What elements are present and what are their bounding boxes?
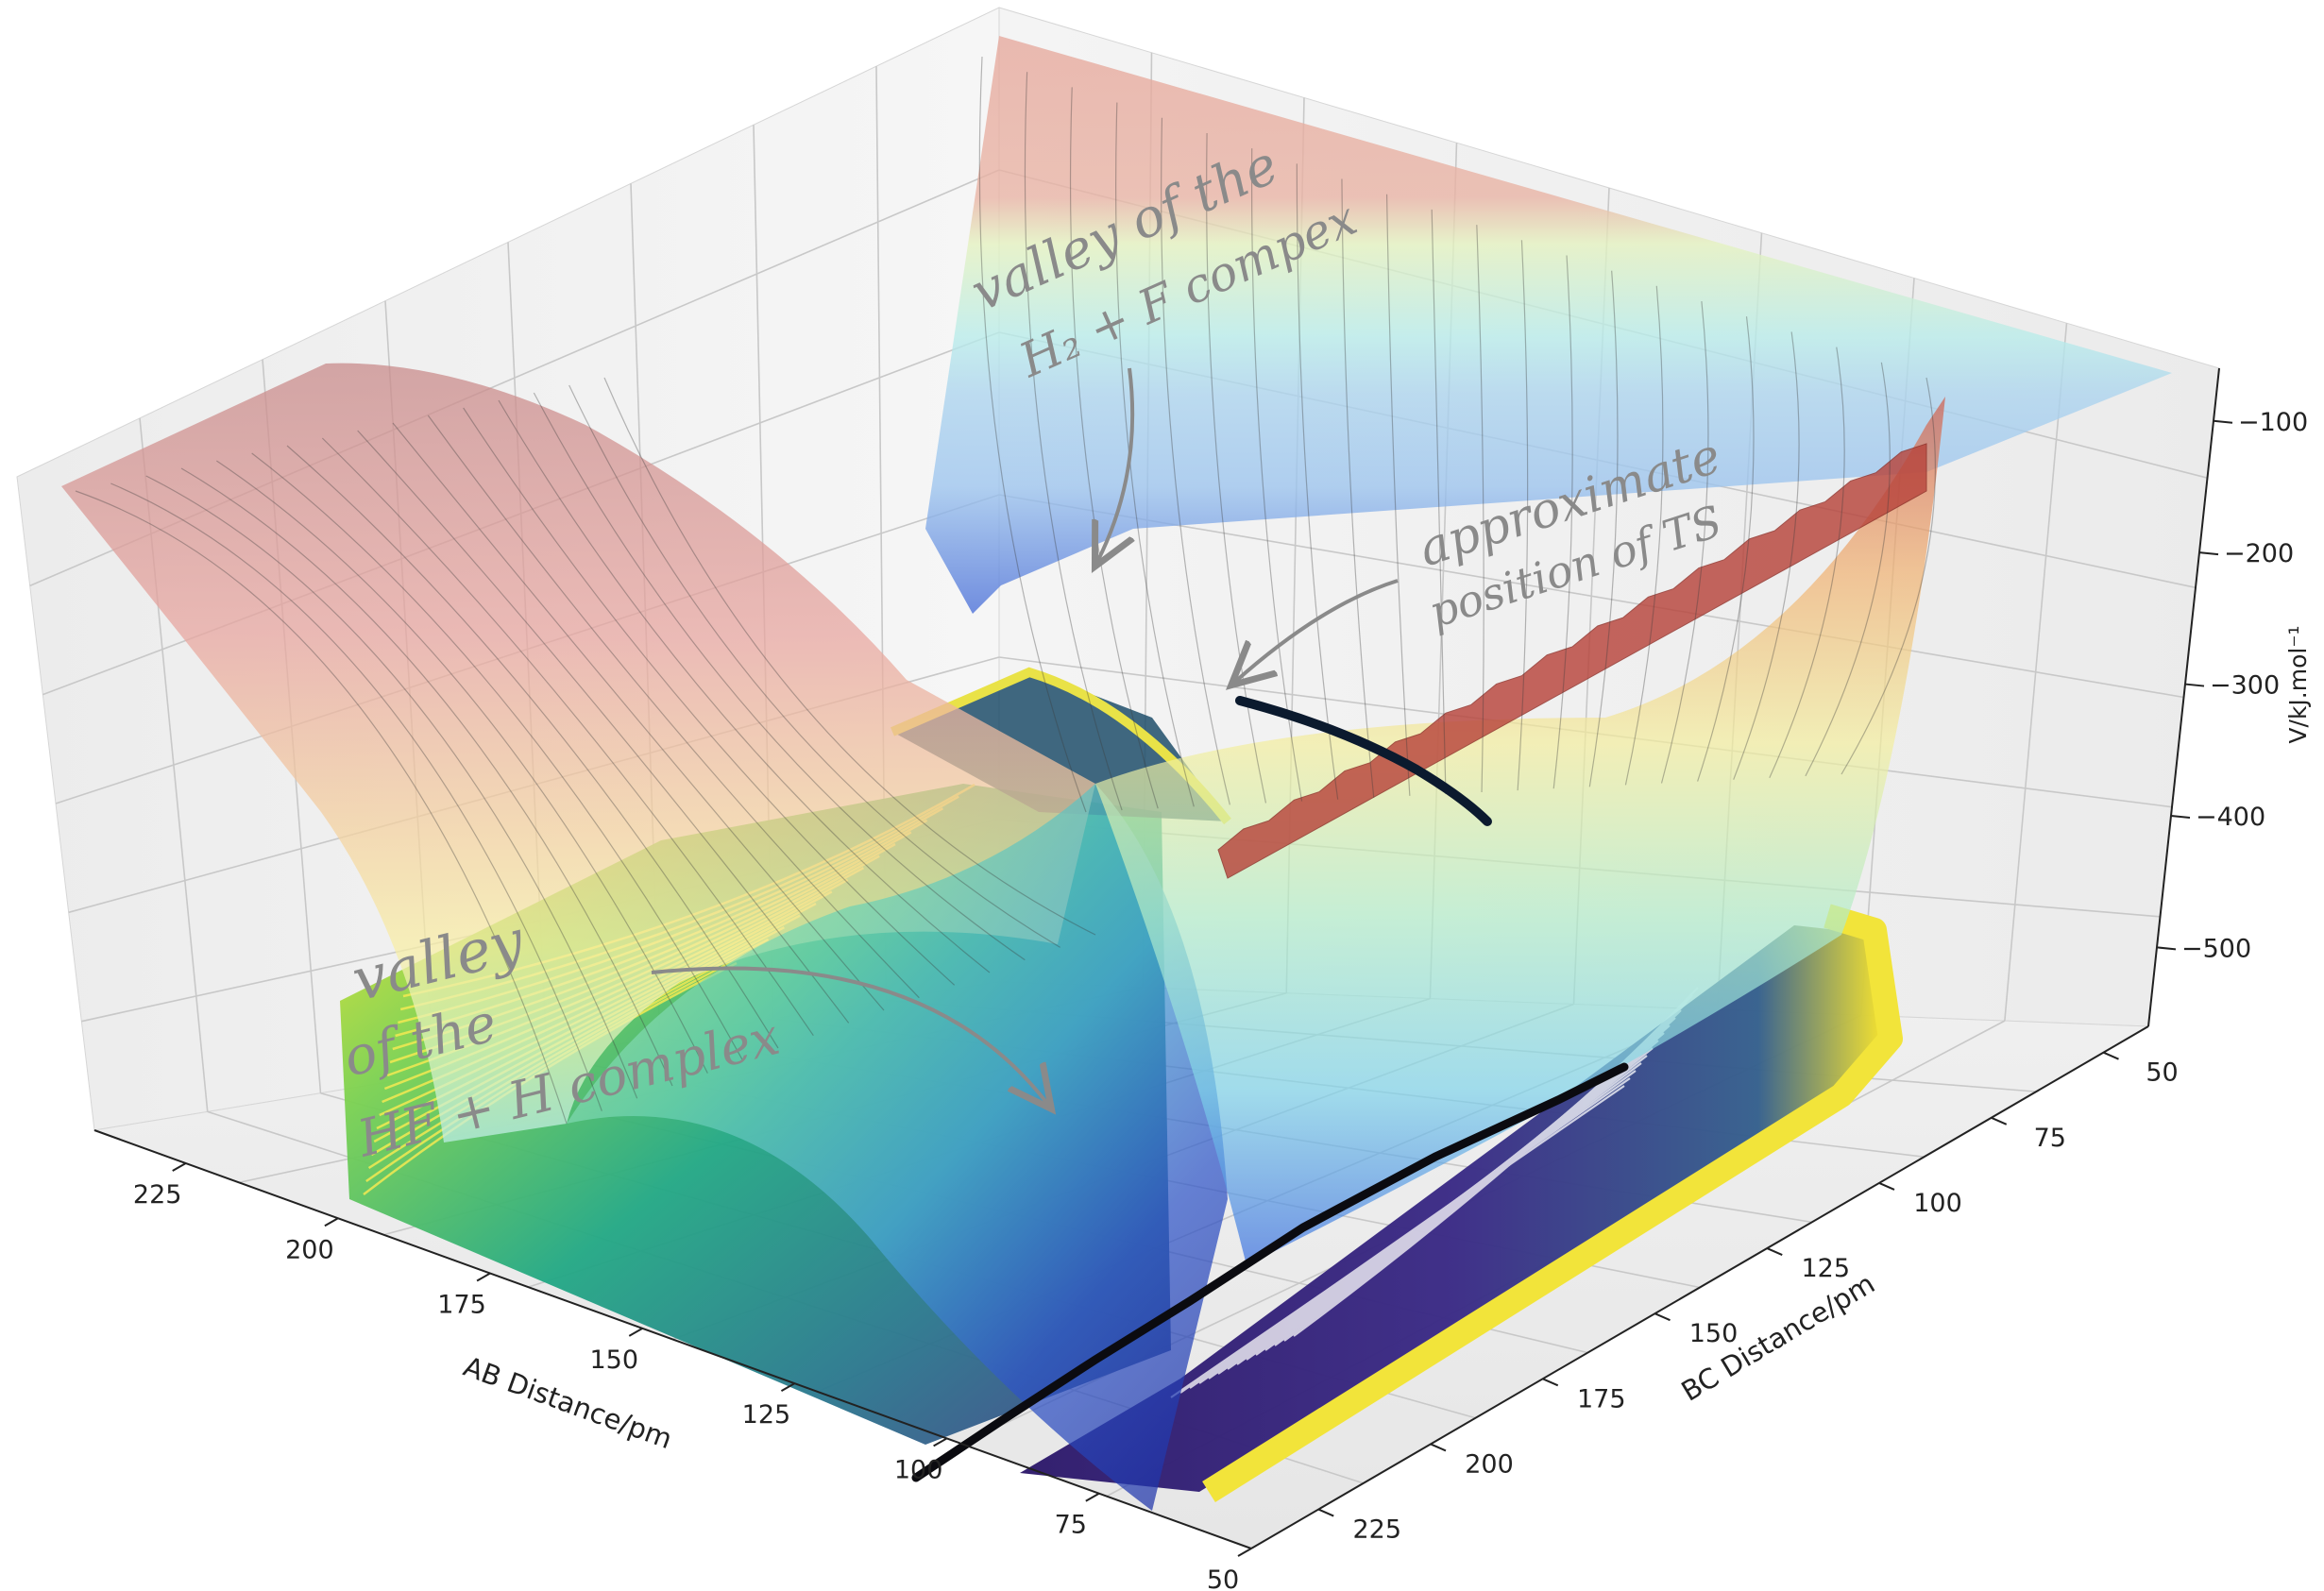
bc-tick-label: 125: [1801, 1254, 1850, 1283]
v-tick-label: −500: [2181, 934, 2251, 963]
mesh-line: [1431, 209, 1447, 794]
v-tick-label: −100: [2238, 408, 2308, 437]
mesh-line: [1296, 163, 1339, 800]
mesh-line: [1733, 331, 1800, 780]
bc-tick: [2103, 1051, 2119, 1060]
ab-tick: [780, 1382, 795, 1392]
mesh-line: [427, 415, 920, 999]
ab-axis-label: AB Distance/pm: [460, 1350, 677, 1455]
ab-tick-label: 175: [437, 1291, 486, 1320]
bc-tick-label: 75: [2034, 1124, 2066, 1153]
v-tick: [2156, 946, 2177, 951]
potential-surface: [61, 36, 2172, 1511]
mesh-line: [321, 437, 814, 1037]
bc-tick: [1766, 1247, 1783, 1256]
ab-tick: [933, 1437, 948, 1447]
axis-v: −100 −200 −300 −400 −500 V/kJ.mol⁻¹: [2147, 367, 2312, 1027]
surface-mesh: [75, 56, 1937, 1125]
mesh-line: [1206, 132, 1267, 804]
trajectory-ts: [1235, 696, 1492, 826]
v-tick-label: −200: [2224, 539, 2294, 568]
bc-tick: [1430, 1443, 1447, 1452]
surface-right-wall: [1095, 397, 1945, 1265]
contour-rim-right: [1202, 904, 1903, 1503]
mesh-line: [1069, 87, 1159, 809]
bc-tick: [1317, 1508, 1334, 1517]
mesh-line: [568, 384, 1060, 948]
v-axis-label: V/kJ.mol⁻¹: [2284, 625, 2312, 743]
bc-tick-label: 200: [1465, 1449, 1514, 1479]
mesh-line: [1341, 178, 1375, 798]
ab-tick-label: 150: [589, 1346, 638, 1375]
bc-tick: [1542, 1378, 1559, 1387]
surface-front-sheet: [567, 784, 1228, 1511]
trajectory: [911, 696, 1629, 1482]
bc-tick: [1878, 1181, 1895, 1191]
surface-left-sheet: [61, 363, 1095, 1143]
mesh-line: [603, 377, 1096, 936]
mesh-line: [1476, 225, 1484, 793]
mesh-line: [215, 460, 708, 1074]
mesh-line: [1588, 270, 1619, 787]
mesh-line: [392, 422, 885, 1011]
mesh-line: [251, 452, 744, 1061]
ab-tick: [628, 1327, 643, 1337]
trajectory-floor: [911, 1062, 1629, 1482]
mesh-line: [1024, 72, 1123, 811]
mesh-line: [1841, 377, 1937, 775]
bc-tick-label: 175: [1577, 1384, 1626, 1413]
ab-tick-label: 100: [894, 1455, 943, 1484]
ab-tick-label: 225: [133, 1180, 182, 1210]
surface-sawtooth-edge: [1217, 443, 1927, 879]
mesh-line: [1769, 347, 1845, 779]
mesh-line: [145, 475, 638, 1099]
v-tick-label: −400: [2196, 803, 2265, 832]
ab-tick-label: 75: [1055, 1511, 1087, 1540]
mesh-line: [75, 490, 568, 1125]
annotation-ts-arrow: [1235, 579, 1399, 682]
bc-tick-label: 225: [1352, 1515, 1401, 1545]
ab-tick: [1085, 1492, 1100, 1502]
mesh-line: [1517, 240, 1529, 791]
mesh-line: [286, 445, 779, 1049]
mesh-line: [533, 392, 1026, 961]
surface-back-sheet: [925, 36, 2172, 614]
mesh-line: [1660, 300, 1709, 784]
v-tick-label: −300: [2210, 671, 2280, 701]
mesh-line: [110, 482, 602, 1111]
mesh-line: [180, 467, 673, 1087]
v-tick: [2198, 551, 2219, 556]
v-tick: [2184, 683, 2205, 687]
mesh-line: [463, 407, 956, 986]
ab-tick-label: 200: [285, 1235, 334, 1264]
mesh-line: [357, 430, 850, 1024]
mesh-line: [1697, 316, 1755, 782]
bc-tick-label: 100: [1913, 1189, 1962, 1218]
v-tick: [2170, 814, 2191, 819]
mesh-line: [1805, 362, 1891, 777]
mesh-line: [1552, 255, 1573, 789]
ab-tick: [1237, 1548, 1252, 1557]
bc-tick-label: 150: [1689, 1319, 1739, 1348]
annotation-h2f-arrow: [1097, 367, 1132, 562]
ab-tick: [172, 1162, 187, 1172]
annotation-hfh-arrow: [651, 966, 1048, 1106]
ab-tick-label: 50: [1207, 1566, 1239, 1591]
mesh-line: [1161, 117, 1230, 805]
bc-tick: [1991, 1116, 2008, 1126]
mesh-line: [978, 56, 1087, 813]
ab-tick: [324, 1217, 339, 1227]
bc-tick: [1654, 1312, 1671, 1322]
mesh-line: [498, 399, 991, 973]
ab-tick: [476, 1272, 491, 1282]
mesh-line: [1624, 285, 1664, 786]
bc-tick-label: 50: [2146, 1058, 2178, 1088]
ab-tick-label: 125: [742, 1400, 791, 1430]
mesh-line: [1385, 194, 1411, 796]
mesh-line: [1115, 102, 1195, 807]
v-tick: [2213, 419, 2233, 424]
